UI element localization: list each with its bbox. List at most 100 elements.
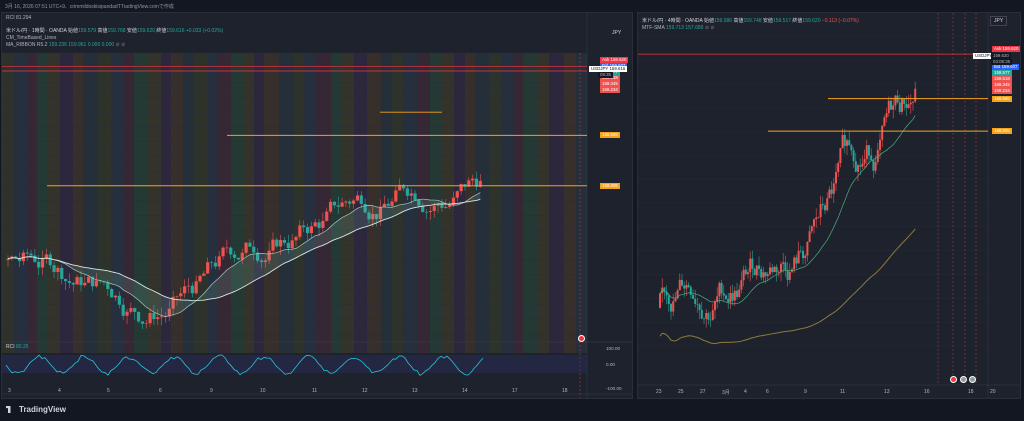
candle-body <box>206 262 210 274</box>
currency-button[interactable]: JPY <box>990 16 1008 26</box>
time-band <box>331 53 342 353</box>
candle-body <box>209 262 214 263</box>
candle-body <box>156 317 160 320</box>
time-band <box>342 53 354 353</box>
candle-body <box>252 246 256 253</box>
date-axis-label: 18 <box>562 388 568 394</box>
time-band <box>576 53 587 353</box>
chart-4h-title: 米ドル/円 · 4時間 · OANDA <box>642 18 703 24</box>
date-axis-label: 9 <box>210 388 213 394</box>
candle-body <box>133 308 137 312</box>
candle-body <box>305 227 310 234</box>
candle-body <box>795 257 798 264</box>
candle-body <box>826 198 829 211</box>
candle-body <box>363 203 367 213</box>
time-band <box>134 53 148 353</box>
time-band <box>304 53 316 353</box>
time-band <box>403 53 418 353</box>
candle-body <box>784 262 787 271</box>
candle-body <box>872 160 875 171</box>
candle-body <box>824 205 826 211</box>
candle-body <box>282 240 287 243</box>
candle-body <box>753 268 756 276</box>
candle-body <box>409 193 413 196</box>
candle-body <box>167 308 171 317</box>
price-tag: 158.686 <box>600 132 620 139</box>
alert-icon[interactable] <box>578 335 585 342</box>
candle-body <box>83 282 87 286</box>
candle-body <box>771 267 774 273</box>
candle-body <box>676 290 679 299</box>
time-band <box>549 53 564 353</box>
candle-body <box>711 310 714 320</box>
rci-axis-label: 100.00 <box>606 346 621 351</box>
candle-body <box>879 139 881 150</box>
date-axis-label: 5 <box>107 388 110 394</box>
candle-body <box>835 172 837 184</box>
candle-body <box>909 102 912 105</box>
candle-body <box>94 280 98 287</box>
candle-body <box>121 304 125 316</box>
time-band <box>2 53 14 353</box>
candle-body <box>29 253 33 256</box>
candle-body <box>912 101 914 103</box>
time-band <box>111 53 123 353</box>
event-icon[interactable] <box>969 376 976 383</box>
candle-body <box>773 266 776 273</box>
indicator-timebased-lines[interactable]: CM_TimeBased_Lines <box>6 35 57 41</box>
candle-body <box>738 289 741 297</box>
candle-body <box>140 321 144 324</box>
candle-body <box>694 298 697 304</box>
candle-body <box>808 231 811 243</box>
candle-body <box>749 258 752 273</box>
tradingview-logo[interactable]: TradingView <box>6 405 66 414</box>
candle-body <box>175 296 179 297</box>
chart-4h-legend: 米ドル/円 · 4時間 · OANDA 始値159.586 高値159.748 … <box>642 18 859 24</box>
chart-4h-canvas[interactable] <box>638 13 1021 399</box>
date-axis-label: 10 <box>260 388 266 394</box>
event-icon[interactable] <box>960 376 967 383</box>
time-band <box>564 53 576 353</box>
candle-body <box>256 252 260 261</box>
candle-body <box>348 201 352 204</box>
candle-body <box>478 180 482 187</box>
candle-body <box>729 293 732 303</box>
candle-body <box>804 255 807 259</box>
candle-body <box>742 269 745 281</box>
time-band <box>392 53 403 353</box>
candle-body <box>148 313 152 324</box>
candle-body <box>271 239 275 251</box>
time-band <box>316 53 331 353</box>
chart-1h-panel[interactable]: RCI 81.294 米ドル/円 · 1時間 · OANDA 始値159.579… <box>1 12 633 399</box>
candle-body <box>98 280 102 282</box>
chart-4h-panel[interactable]: 米ドル/円 · 4時間 · OANDA 始値159.586 高値159.748 … <box>637 12 1021 399</box>
candle-body <box>665 291 668 296</box>
candle-body <box>788 272 791 280</box>
candle-body <box>79 277 83 286</box>
candle-body <box>850 145 853 151</box>
time-band <box>381 53 392 353</box>
candle-body <box>907 104 910 108</box>
candle-body <box>700 309 703 319</box>
chart-1h-canvas[interactable] <box>2 13 633 399</box>
time-band <box>513 53 523 353</box>
candle-body <box>841 134 844 149</box>
alert-icon[interactable] <box>950 376 957 383</box>
candle-body <box>432 205 436 211</box>
price-tag: 158.686 <box>992 95 1012 102</box>
candle-body <box>225 247 229 249</box>
candle-body <box>689 286 692 295</box>
candle-body <box>852 150 855 162</box>
candle-body <box>791 269 793 273</box>
candle-body <box>64 279 68 282</box>
time-band <box>243 53 254 353</box>
candle-body <box>683 285 686 289</box>
time-band <box>294 53 304 353</box>
candle-body <box>890 100 892 110</box>
candle-body <box>455 191 459 198</box>
candle-body <box>813 219 815 227</box>
candle-body <box>703 318 705 320</box>
indicator-mtf-sma[interactable]: MTF-SMA 159.713 157.689 ⊘ ⊘ <box>642 25 715 31</box>
candle-body <box>244 242 248 253</box>
indicator-ma-ribbon[interactable]: MA_RIBBON R5.2 159.236 159.961 0.000 0.0… <box>6 42 126 48</box>
